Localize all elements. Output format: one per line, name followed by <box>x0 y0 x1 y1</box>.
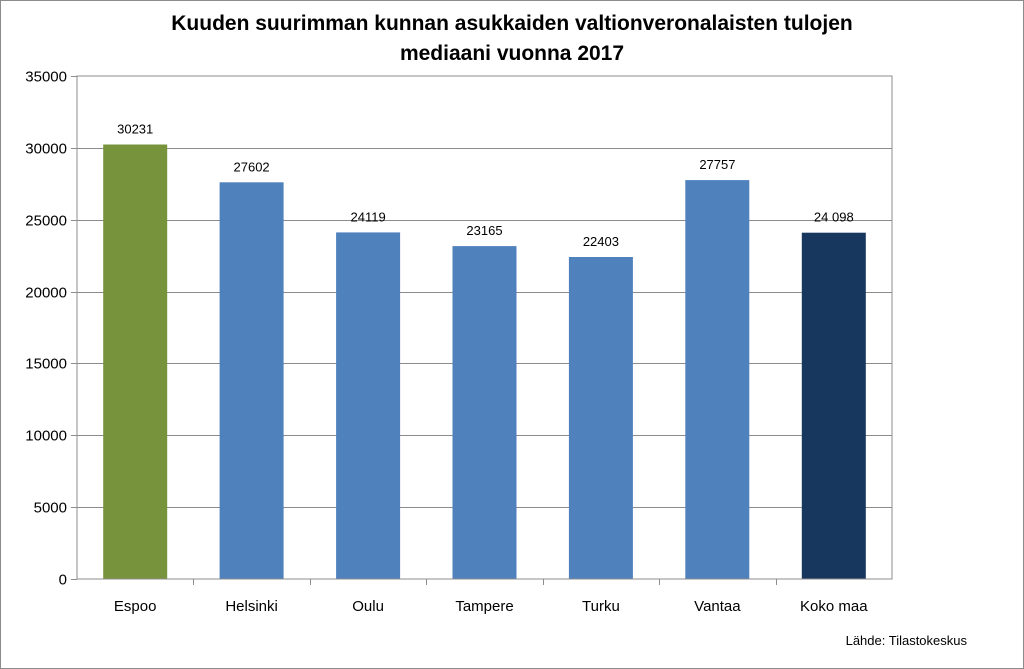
plot-area-border <box>76 75 893 580</box>
category-label: Koko maa <box>800 598 868 615</box>
bar-vantaa <box>685 180 750 579</box>
axes <box>71 75 893 585</box>
bar-helsinki <box>219 182 284 580</box>
y-tick-label: 0 <box>59 572 67 589</box>
y-tick-label: 5000 <box>34 500 67 517</box>
y-tick-label: 35000 <box>25 69 67 86</box>
category-label: Tampere <box>455 598 513 615</box>
bar-koko-maa <box>801 232 866 579</box>
source-note: Lähde: Tilastokeskus <box>845 633 967 648</box>
y-tick-label: 10000 <box>25 428 67 445</box>
y-tick-label: 30000 <box>25 141 67 158</box>
data-label: 30231 <box>117 122 153 137</box>
category-label: Vantaa <box>694 598 741 615</box>
data-label: 22403 <box>583 234 619 249</box>
y-tick-label: 25000 <box>25 213 67 230</box>
bar-espoo <box>103 144 168 579</box>
y-tick-label: 15000 <box>25 356 67 373</box>
category-label: Espoo <box>114 598 157 615</box>
bar-tampere <box>452 246 517 579</box>
category-label: Oulu <box>352 598 384 615</box>
data-label: 24119 <box>351 209 386 224</box>
bars <box>103 144 866 580</box>
category-label: Helsinki <box>225 598 278 615</box>
chart-title-line-1: Kuuden suurimman kunnan asukkaiden valti… <box>171 12 853 35</box>
category-label: Turku <box>582 598 620 615</box>
y-tick-label: 20000 <box>25 285 67 302</box>
data-label: 27757 <box>699 157 735 172</box>
data-label: 27602 <box>234 159 270 174</box>
bar-turku <box>568 257 633 579</box>
chart-title: Kuuden suurimman kunnan asukkaiden valti… <box>1 9 1023 69</box>
labels: 0 5000 10000 15000 20000 25000 30000 35000 30231… <box>25 69 868 616</box>
data-label: 23165 <box>466 223 502 238</box>
chart-title-line-2: mediaani vuonna 2017 <box>399 42 625 65</box>
bar-oulu <box>336 232 401 579</box>
data-label: 24 098 <box>814 210 854 225</box>
